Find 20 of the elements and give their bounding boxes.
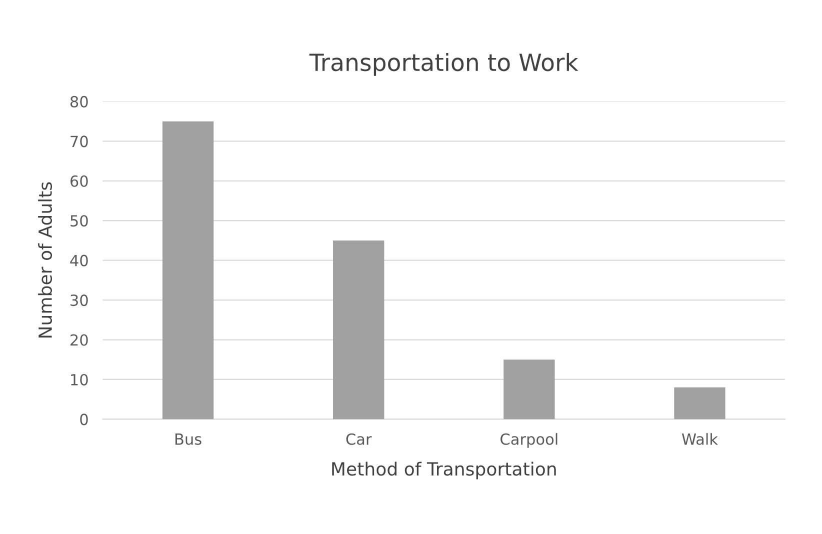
- y-tick-label: 80: [70, 96, 88, 108]
- bar: [674, 387, 726, 420]
- chart-title: Transportation to Work: [309, 52, 578, 76]
- x-tick-label: Bus: [175, 434, 202, 445]
- y-tick-label: 70: [70, 136, 88, 148]
- bar: [333, 240, 384, 420]
- y-tick-label: 40: [70, 254, 88, 266]
- y-tick-label: 20: [70, 334, 88, 346]
- y-tick-label: 0: [80, 414, 88, 426]
- x-axis-title: Method of Transportation: [332, 462, 556, 480]
- bar: [162, 121, 214, 420]
- y-tick-label: 60: [70, 175, 88, 187]
- x-tick-label: Walk: [682, 433, 718, 445]
- bar: [504, 360, 555, 420]
- x-tick-label: Car: [346, 433, 372, 445]
- y-tick-label: 10: [71, 374, 88, 386]
- y-axis-title: Number of Adults: [38, 182, 52, 338]
- y-tick-label: 30: [70, 294, 88, 306]
- x-tick-label: Carpool: [500, 433, 558, 448]
- y-tick-label: 50: [70, 215, 88, 227]
